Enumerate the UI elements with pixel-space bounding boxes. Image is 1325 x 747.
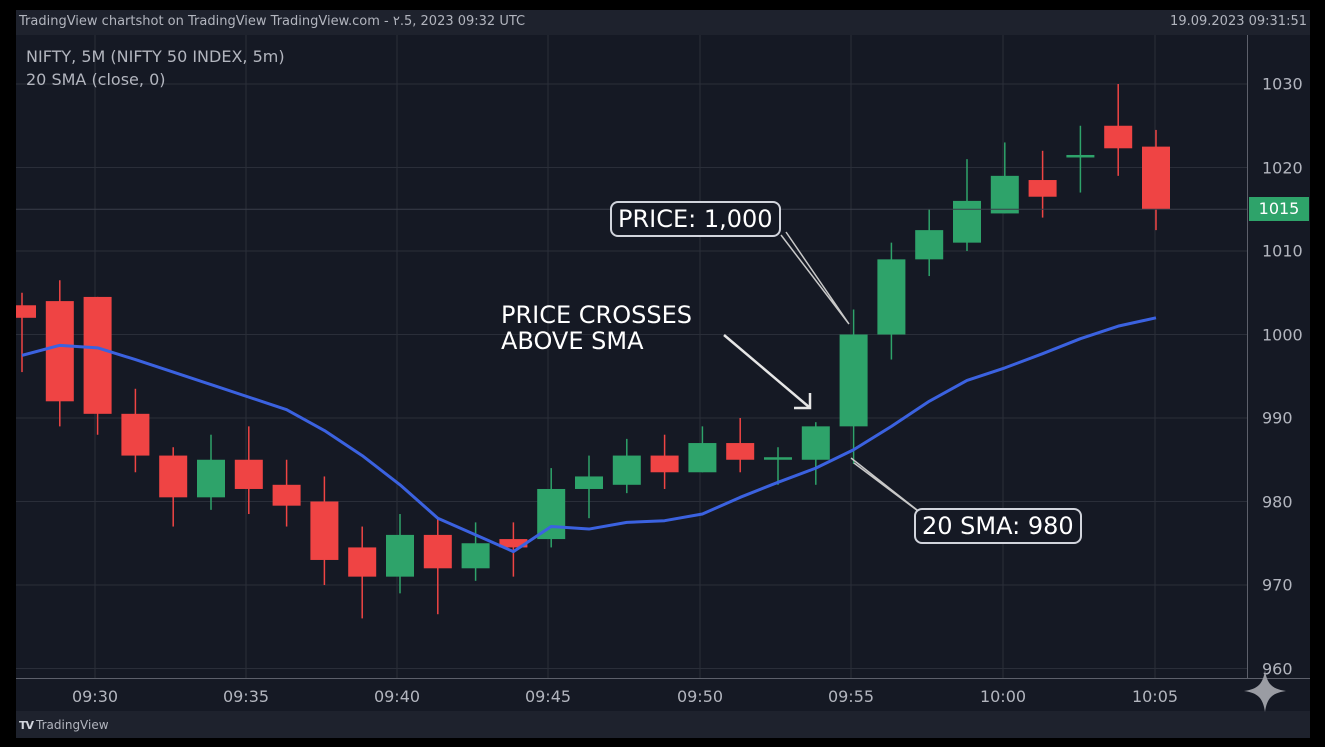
candle: [197, 434, 225, 510]
last-price-label: 1015: [1249, 197, 1309, 222]
candle: [877, 242, 906, 360]
candle: [159, 447, 188, 527]
candlestick-chart: [16, 35, 1247, 678]
time-tick: 10:00: [979, 687, 1027, 706]
candle: [839, 309, 868, 464]
candle: [386, 514, 414, 594]
chartshot-title: TradingView chartshot on TradingView Tra…: [19, 14, 526, 29]
candle: [234, 426, 263, 515]
candle: [575, 455, 603, 519]
candle: [310, 476, 339, 585]
candle: [1104, 84, 1133, 176]
candle: [121, 388, 150, 473]
cross-annotation-text: PRICE CROSSES ABOVE SMA: [501, 301, 692, 355]
price-tick: 980: [1262, 492, 1293, 511]
time-tick: 09:45: [524, 687, 572, 706]
candle: [461, 522, 490, 581]
candle: [1066, 125, 1095, 193]
candle: [726, 418, 755, 473]
footer-bar: TV TradingView: [16, 711, 1310, 738]
candle: [16, 292, 36, 373]
candle: [83, 296, 112, 435]
price-tick: 1000: [1262, 325, 1303, 344]
candle: [1142, 129, 1170, 231]
time-tick: 09:30: [71, 687, 119, 706]
price-tick: 970: [1262, 575, 1293, 595]
candle: [537, 468, 566, 548]
header-timestamp: 19.09.2023 09:31:51: [1170, 14, 1307, 29]
tradingview-brand[interactable]: TV TradingView: [19, 718, 109, 732]
candle: [688, 426, 717, 473]
price-tick: 1030: [1262, 74, 1303, 94]
candle: [953, 159, 981, 251]
tradingview-logo-icon: TV: [19, 718, 34, 732]
candle: [45, 280, 74, 427]
candle: [915, 209, 944, 277]
time-tick: 09:35: [222, 687, 270, 706]
price-axis[interactable]: 960 970 980 990 1000 1010 1020 1030 1015: [1247, 35, 1311, 678]
candle: [423, 518, 452, 615]
symbol-legend[interactable]: NIFTY, 5M (NIFTY 50 INDEX, 5m): [26, 47, 285, 66]
chart-window: TradingView chartshot on TradingView Tra…: [16, 10, 1310, 738]
price-tick: 1010: [1262, 241, 1303, 261]
price-tick: 990: [1262, 408, 1293, 428]
candle: [764, 447, 792, 485]
time-tick: 09:40: [373, 687, 421, 706]
candle: [348, 526, 377, 619]
candle: [650, 434, 679, 489]
sma-line: [21, 316, 1157, 554]
sma-callout: 20 SMA: 980: [914, 508, 1082, 544]
sparkle-icon[interactable]: [1242, 668, 1288, 714]
candle: [1028, 150, 1057, 218]
candle: [801, 422, 830, 485]
time-tick: 09:55: [827, 687, 875, 706]
header-bar: TradingView chartshot on TradingView Tra…: [16, 10, 1310, 35]
candle: [990, 142, 1019, 214]
price-callout: PRICE: 1,000: [610, 201, 781, 237]
candle: [499, 522, 528, 577]
time-tick: 09:50: [676, 687, 724, 706]
chart-plot-area[interactable]: NIFTY, 5M (NIFTY 50 INDEX, 5m) 20 SMA (c…: [16, 35, 1247, 678]
time-axis[interactable]: 09:30 09:35 09:40 09:45 09:50 09:55 10:00 10:05: [16, 678, 1310, 712]
candle: [272, 459, 301, 527]
indicator-legend[interactable]: 20 SMA (close, 0): [26, 70, 166, 89]
brand-label: TradingView: [36, 718, 109, 732]
candle: [612, 438, 641, 494]
price-tick: 960: [1262, 659, 1293, 678]
time-tick: 10:05: [1131, 687, 1179, 706]
chart-legend: NIFTY, 5M (NIFTY 50 INDEX, 5m) 20 SMA (c…: [26, 45, 285, 91]
price-tick: 1020: [1262, 158, 1303, 177]
